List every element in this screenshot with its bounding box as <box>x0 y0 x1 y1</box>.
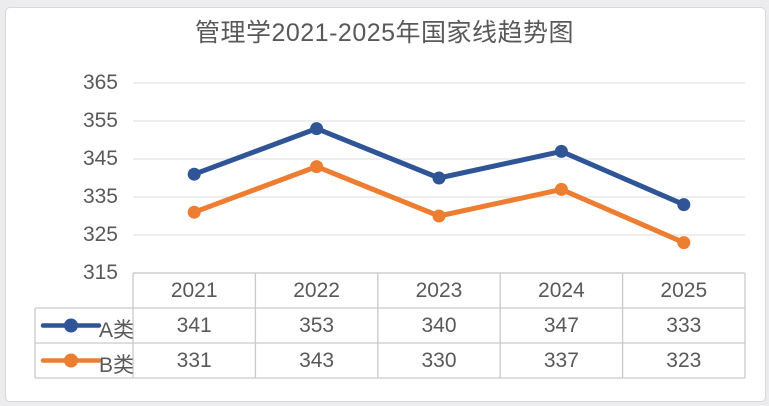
series-a-data-point <box>187 167 201 181</box>
series-a-legend-key-marker <box>64 318 78 333</box>
y-tick-label: 315 <box>82 261 118 284</box>
series-b-legend-label: B类 <box>99 354 135 377</box>
year-header-cell: 2023 <box>415 279 463 302</box>
series-b-data-point <box>677 236 691 250</box>
series-a-value-cell: 333 <box>666 314 702 337</box>
series-a-line <box>191 126 687 208</box>
series-b-data-point <box>187 205 201 219</box>
year-header-cell: 2021 <box>170 279 218 302</box>
series-a-value-cell: 341 <box>176 314 212 337</box>
series-a-data-point <box>554 144 568 158</box>
year-header-cell: 2024 <box>538 279 585 302</box>
y-tick-label: 365 <box>82 71 118 94</box>
series-b-data-point <box>432 209 446 223</box>
series-a-value-cell: 347 <box>543 314 579 337</box>
series-b-value-cell: 343 <box>299 349 335 372</box>
year-header-cell: 2022 <box>293 279 340 302</box>
series-b-data-point <box>554 182 568 196</box>
year-header-cell: 2025 <box>660 279 708 302</box>
chart-frame <box>5 7 766 402</box>
series-a-value-cell: 340 <box>421 314 457 337</box>
series-a-data-point <box>677 198 691 212</box>
series-b-legend-key-marker <box>64 353 78 368</box>
series-b-value-cell: 331 <box>176 349 212 372</box>
series-b-value-cell: 337 <box>543 349 579 372</box>
y-tick-label: 335 <box>82 185 118 208</box>
y-tick-label: 325 <box>82 223 118 246</box>
series-b-data-point <box>310 160 324 174</box>
y-tick-label: 345 <box>82 147 118 170</box>
series-a-data-point <box>310 122 324 136</box>
series-b-value-cell: 330 <box>421 349 457 372</box>
series-a-legend-label: A类 <box>99 319 135 342</box>
series-b-value-cell: 323 <box>666 349 702 372</box>
y-tick-label: 355 <box>82 109 118 132</box>
series-a-data-point <box>432 171 446 185</box>
series-a-value-cell: 353 <box>299 314 335 337</box>
chart-title: 管理学2021-2025年国家线趋势图 <box>194 19 575 47</box>
